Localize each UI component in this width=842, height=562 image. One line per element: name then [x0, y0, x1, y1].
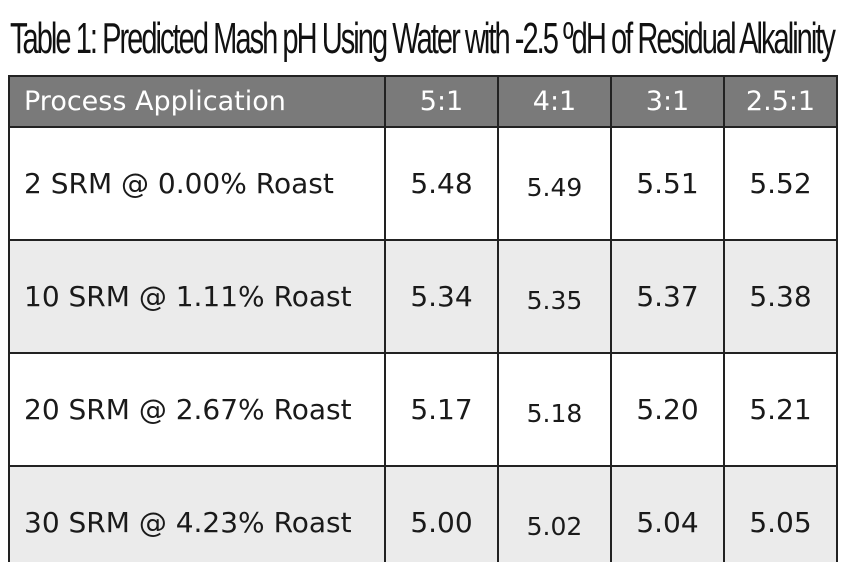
table-title: Table 1: Predicted Mash pH Using Water w…: [10, 14, 836, 63]
ph-value: 5.21: [723, 352, 838, 467]
mash-ph-table: Process Application 5:1 4:1 3:1 2.5:1 2 …: [8, 75, 838, 562]
row-label: 2 SRM @ 0.00% Roast: [8, 126, 386, 241]
table-row: 10 SRM @ 1.11% Roast 5.34 5.35 5.37 5.38: [8, 239, 838, 354]
ph-value: 5.51: [610, 126, 725, 241]
ph-value: 5.49: [497, 126, 612, 241]
ph-value: 5.05: [723, 465, 838, 562]
header-ratio-4-1: 4:1: [497, 75, 612, 128]
table-row: 20 SRM @ 2.67% Roast 5.17 5.18 5.20 5.21: [8, 352, 838, 467]
ph-value: 5.20: [610, 352, 725, 467]
header-process-application: Process Application: [8, 75, 386, 128]
table-row: 30 SRM @ 4.23% Roast 5.00 5.02 5.04 5.05: [8, 465, 838, 562]
ph-value: 5.17: [384, 352, 499, 467]
header-ratio-3-1: 3:1: [610, 75, 725, 128]
ph-value: 5.37: [610, 239, 725, 354]
ph-value: 5.52: [723, 126, 838, 241]
ph-value: 5.34: [384, 239, 499, 354]
header-row: Process Application 5:1 4:1 3:1 2.5:1: [8, 75, 838, 128]
ph-value: 5.18: [497, 352, 612, 467]
ph-value: 5.38: [723, 239, 838, 354]
header-ratio-2-5-1: 2.5:1: [723, 75, 838, 128]
ph-value: 5.48: [384, 126, 499, 241]
ph-value: 5.00: [384, 465, 499, 562]
row-label: 10 SRM @ 1.11% Roast: [8, 239, 386, 354]
header-ratio-5-1: 5:1: [384, 75, 499, 128]
row-label: 20 SRM @ 2.67% Roast: [8, 352, 386, 467]
ph-value: 5.35: [497, 239, 612, 354]
ph-value: 5.02: [497, 465, 612, 562]
ph-value: 5.04: [610, 465, 725, 562]
table-row: 2 SRM @ 0.00% Roast 5.48 5.49 5.51 5.52: [8, 126, 838, 241]
row-label: 30 SRM @ 4.23% Roast: [8, 465, 386, 562]
